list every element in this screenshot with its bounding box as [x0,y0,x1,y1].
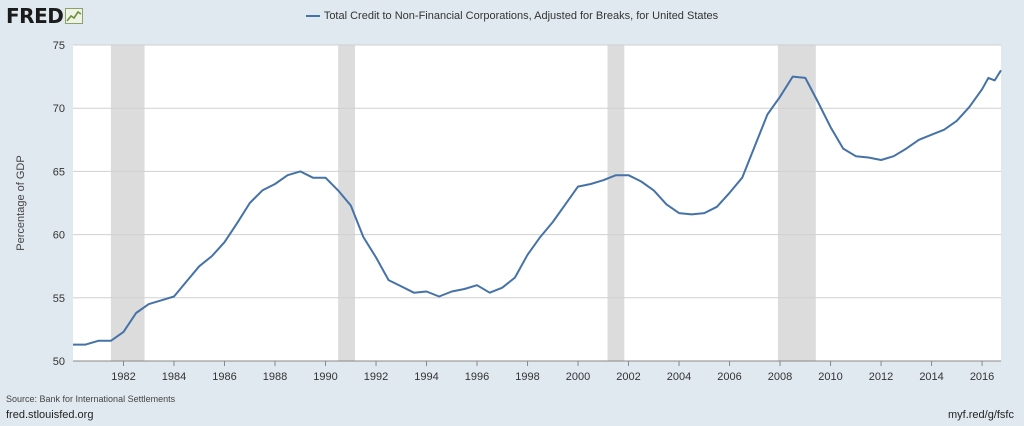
x-tick-label: 2002 [616,371,640,383]
y-tick-label: 50 [53,356,65,368]
y-tick-label: 55 [53,293,65,305]
x-tick-label: 1992 [364,371,388,383]
x-tick-label: 2006 [717,371,741,383]
x-tick-label: 2008 [768,371,792,383]
recession-band [777,45,816,361]
series-line [73,69,1002,346]
y-axis-title: Percentage of GDP [15,155,27,250]
x-tick-label: 1990 [313,371,337,383]
logo-text: FRED [6,4,64,28]
x-tick-label: 2004 [667,371,691,383]
line-chart-icon [65,8,84,24]
recession-band [110,45,145,361]
x-tick-label: 1994 [414,371,438,383]
legend-label: Total Credit to Non-Financial Corporatio… [323,10,719,22]
x-tick-label: 2010 [818,371,842,383]
legend-swatch [305,15,320,18]
x-tick-label: 2014 [919,371,943,383]
recession-band [338,45,355,361]
recession-band [607,45,625,361]
x-tick-label: 1982 [111,371,135,383]
y-tick-label: 70 [53,103,65,115]
plot-area [73,45,1001,361]
x-tick-label: 1984 [162,371,186,383]
x-tick-label: 1988 [263,371,287,383]
chart-legend: Total Credit to Non-Financial Corporatio… [0,10,1024,22]
y-tick-label: 75 [53,40,65,52]
x-tick-label: 1996 [465,371,489,383]
source-note: Source: Bank for International Settlemen… [6,394,176,404]
y-axis: 50 55 60 65 70 75 [53,40,65,368]
x-tick-label: 2000 [566,371,590,383]
recession-bands [110,45,816,361]
x-tick-label: 2016 [970,371,994,383]
short-url-link[interactable]: myf.red/g/fsfc [947,409,1014,421]
fred-logo[interactable]: FRED [6,4,84,28]
x-axis: 1982 1984 1986 1988 1990 1992 1994 1996 1998 2000… [73,360,1001,383]
x-tick-label: 1998 [515,371,539,383]
x-tick-label: 2012 [869,371,893,383]
y-tick-label: 60 [53,230,65,242]
grid-lines [73,44,1001,362]
y-tick-label: 65 [53,166,65,178]
x-tick-label: 1986 [212,371,236,383]
fred-site-link[interactable]: fred.stlouisfed.org [6,409,94,421]
